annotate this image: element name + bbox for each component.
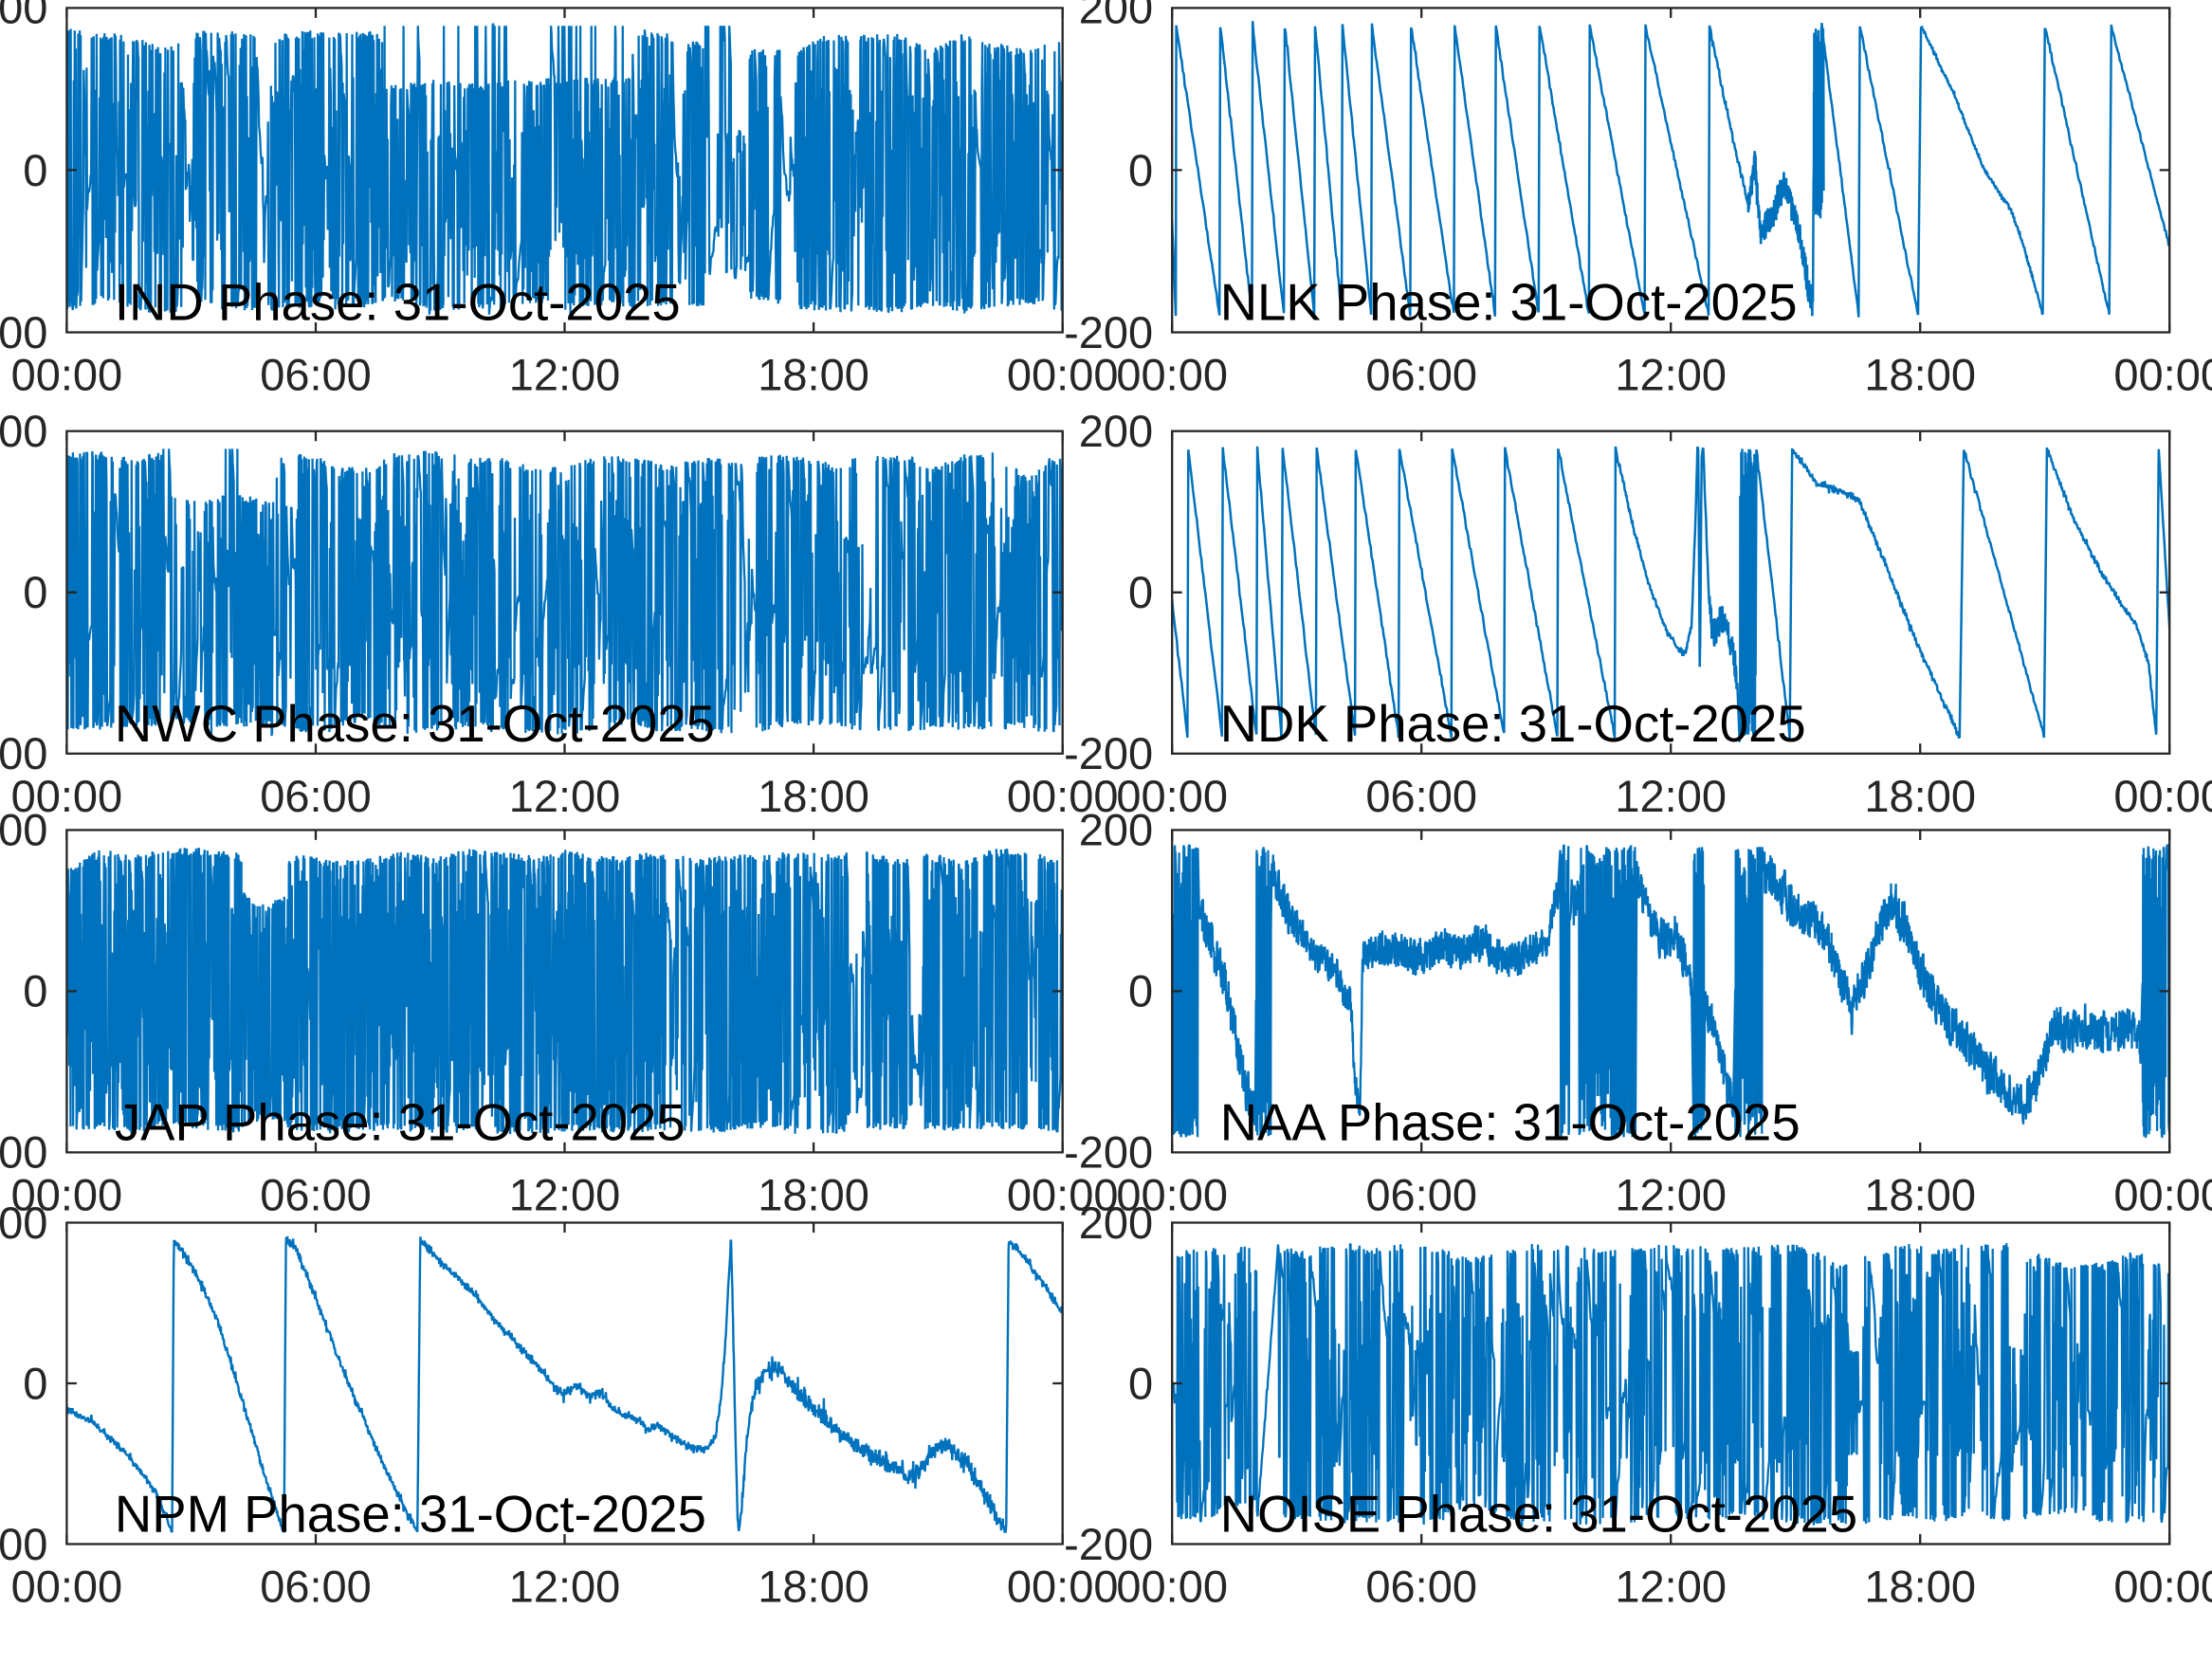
svg-text:-200: -200 — [0, 728, 47, 778]
svg-text:00:00: 00:00 — [11, 771, 123, 821]
svg-text:18:00: 18:00 — [1864, 350, 1976, 400]
svg-text:00:00: 00:00 — [2113, 771, 2212, 821]
svg-text:NLK Phase: 31-Oct-2025: NLK Phase: 31-Oct-2025 — [1220, 274, 1798, 332]
svg-text:06:00: 06:00 — [1365, 350, 1477, 400]
svg-text:200: 200 — [0, 0, 47, 33]
svg-text:00:00: 00:00 — [11, 350, 123, 400]
svg-text:-200: -200 — [1064, 307, 1153, 357]
svg-text:-200: -200 — [0, 307, 47, 357]
svg-text:12:00: 12:00 — [1615, 1562, 1727, 1612]
svg-text:12:00: 12:00 — [509, 350, 621, 400]
svg-text:00:00: 00:00 — [1007, 771, 1119, 821]
svg-text:00:00: 00:00 — [2113, 1562, 2212, 1612]
svg-text:06:00: 06:00 — [1365, 771, 1477, 821]
svg-text:18:00: 18:00 — [758, 771, 869, 821]
svg-text:18:00: 18:00 — [758, 1169, 869, 1219]
svg-text:200: 200 — [0, 1198, 47, 1248]
svg-text:06:00: 06:00 — [260, 1562, 372, 1612]
svg-text:0: 0 — [23, 567, 47, 617]
svg-text:18:00: 18:00 — [1864, 771, 1976, 821]
svg-text:NAA Phase: 31-Oct-2025: NAA Phase: 31-Oct-2025 — [1220, 1093, 1801, 1151]
svg-text:00:00: 00:00 — [1007, 350, 1119, 400]
svg-text:0: 0 — [23, 1358, 47, 1408]
svg-text:NDK Phase: 31-Oct-2025: NDK Phase: 31-Oct-2025 — [1220, 695, 1806, 753]
svg-text:00:00: 00:00 — [11, 1562, 123, 1612]
svg-text:NOISE Phase: 31-Oct-2025: NOISE Phase: 31-Oct-2025 — [1220, 1486, 1858, 1544]
svg-text:06:00: 06:00 — [260, 350, 372, 400]
svg-text:12:00: 12:00 — [509, 1562, 621, 1612]
svg-text:18:00: 18:00 — [1864, 1562, 1976, 1612]
svg-text:12:00: 12:00 — [1615, 350, 1727, 400]
svg-text:00:00: 00:00 — [1116, 1169, 1228, 1219]
svg-text:-200: -200 — [1064, 1519, 1153, 1569]
svg-text:12:00: 12:00 — [1615, 771, 1727, 821]
svg-text:00:00: 00:00 — [1007, 1562, 1119, 1612]
svg-text:IND Phase: 31-Oct-2025: IND Phase: 31-Oct-2025 — [115, 274, 681, 332]
svg-text:0: 0 — [1128, 966, 1153, 1016]
svg-text:200: 200 — [1079, 1198, 1153, 1248]
svg-text:06:00: 06:00 — [1365, 1169, 1477, 1219]
svg-text:18:00: 18:00 — [758, 350, 869, 400]
svg-text:-200: -200 — [0, 1519, 47, 1569]
svg-text:-200: -200 — [1064, 728, 1153, 778]
svg-text:200: 200 — [1079, 805, 1153, 855]
svg-text:0: 0 — [23, 966, 47, 1016]
svg-text:12:00: 12:00 — [509, 771, 621, 821]
svg-text:0: 0 — [23, 145, 47, 195]
svg-text:18:00: 18:00 — [1864, 1169, 1976, 1219]
svg-text:200: 200 — [0, 406, 47, 456]
svg-text:00:00: 00:00 — [2113, 350, 2212, 400]
svg-text:200: 200 — [0, 805, 47, 855]
svg-text:12:00: 12:00 — [509, 1169, 621, 1219]
svg-text:NPM Phase: 31-Oct-2025: NPM Phase: 31-Oct-2025 — [115, 1486, 706, 1544]
svg-text:JAP Phase: 31-Oct-2025: JAP Phase: 31-Oct-2025 — [115, 1093, 686, 1151]
svg-text:0: 0 — [1128, 145, 1153, 195]
svg-text:-200: -200 — [1064, 1127, 1153, 1178]
svg-text:00:00: 00:00 — [2113, 1169, 2212, 1219]
svg-text:-200: -200 — [0, 1127, 47, 1178]
svg-text:00:00: 00:00 — [1007, 1169, 1119, 1219]
svg-text:200: 200 — [1079, 406, 1153, 456]
svg-text:00:00: 00:00 — [11, 1169, 123, 1219]
svg-text:0: 0 — [1128, 1358, 1153, 1408]
svg-text:06:00: 06:00 — [260, 1169, 372, 1219]
svg-text:00:00: 00:00 — [1116, 1562, 1228, 1612]
svg-text:200: 200 — [1079, 0, 1153, 33]
svg-text:0: 0 — [1128, 567, 1153, 617]
svg-text:06:00: 06:00 — [260, 771, 372, 821]
svg-text:18:00: 18:00 — [758, 1562, 869, 1612]
svg-text:06:00: 06:00 — [1365, 1562, 1477, 1612]
svg-text:12:00: 12:00 — [1615, 1169, 1727, 1219]
svg-text:NWC Phase: 31-Oct-2025: NWC Phase: 31-Oct-2025 — [115, 695, 715, 753]
svg-text:00:00: 00:00 — [1116, 350, 1228, 400]
svg-text:00:00: 00:00 — [1116, 771, 1228, 821]
